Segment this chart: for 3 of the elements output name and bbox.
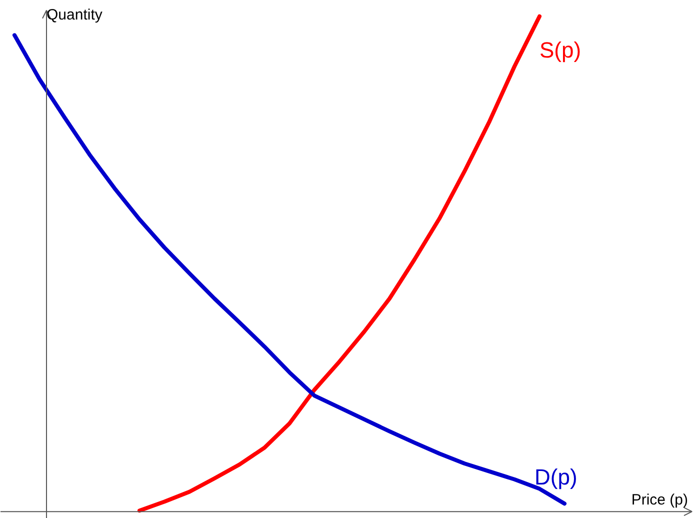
series-label: S(p): [540, 37, 582, 62]
series-label: D(p): [534, 464, 578, 490]
x-axis-title: Price (p): [631, 492, 688, 509]
